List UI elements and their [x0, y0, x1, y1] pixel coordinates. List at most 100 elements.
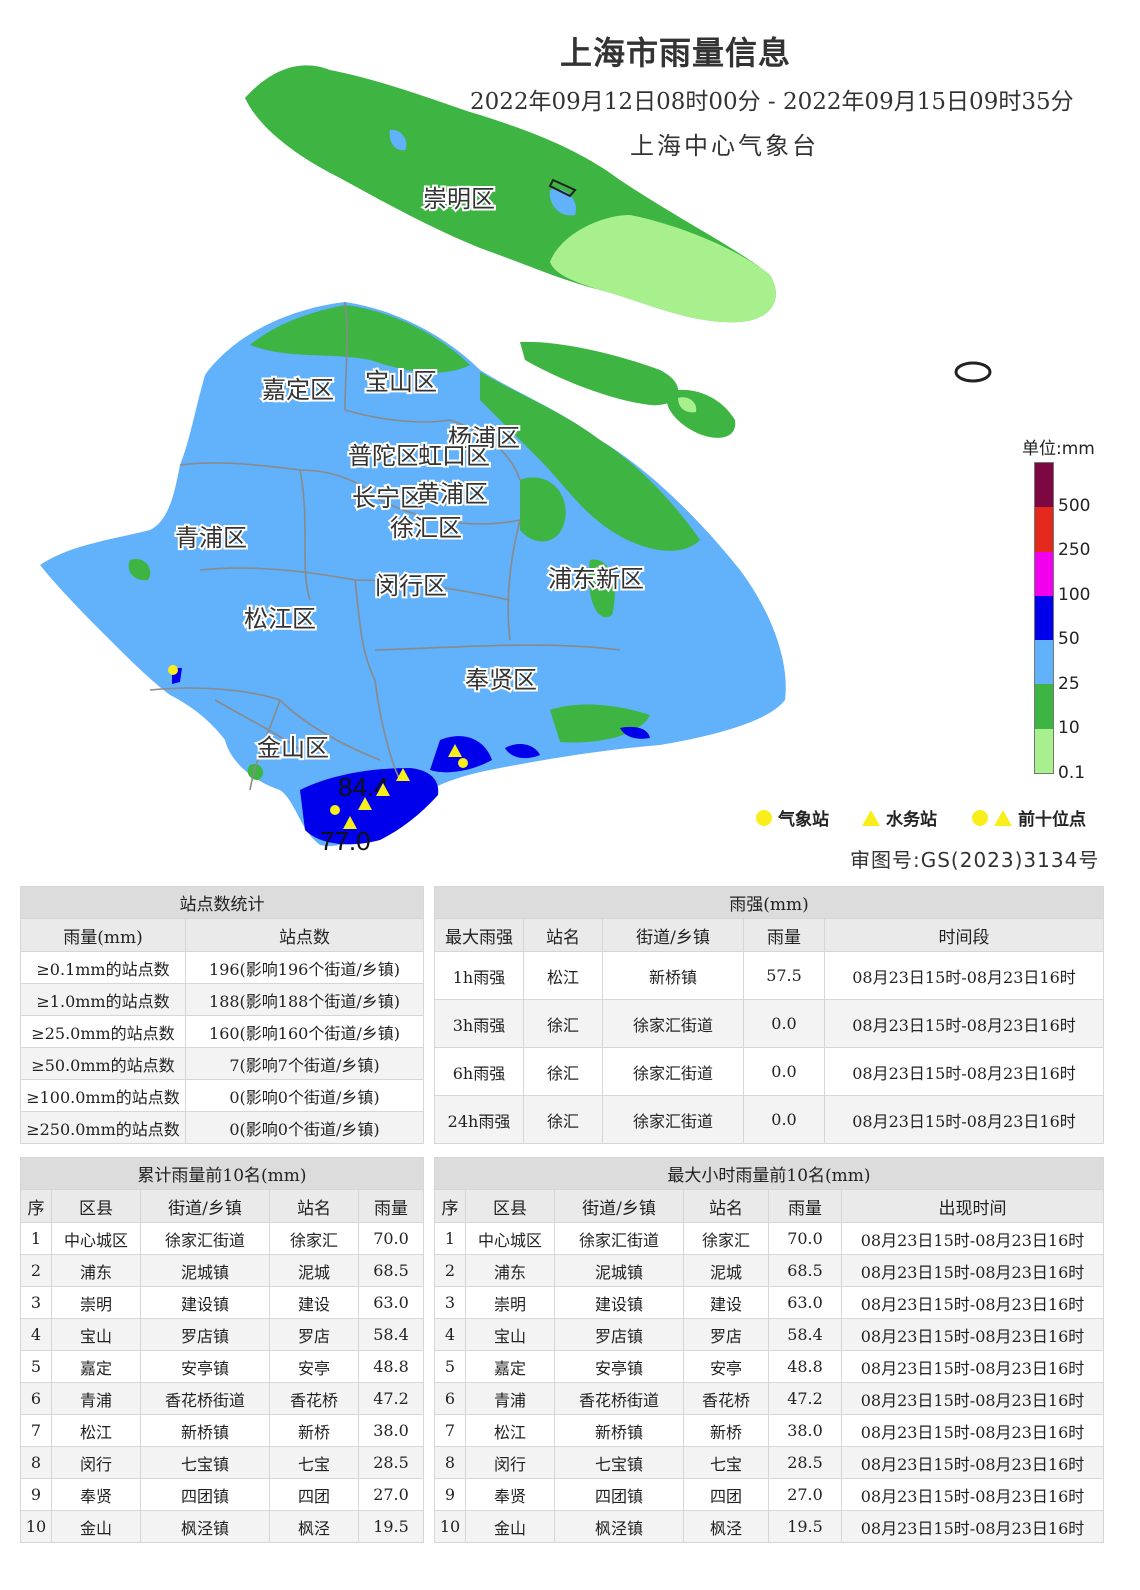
station-markers — [168, 665, 468, 829]
district-label: 松江区 — [244, 605, 316, 633]
table-cell: 28.5 — [358, 1446, 424, 1479]
table-row: 3h雨强 徐汇 徐家汇街道 0.0 08月23日15时-08月23日16时 — [434, 999, 1104, 1048]
table-cell: 3h雨强 — [434, 999, 524, 1048]
column-header: 站点数 — [185, 918, 424, 952]
table-row: ≥0.1mm的站点数 196(影响196个街道/乡镇) — [20, 951, 424, 984]
table-row: 24h雨强 徐汇 徐家汇街道 0.0 08月23日15时-08月23日16时 — [434, 1095, 1104, 1144]
map-value-label: 77.0 — [320, 826, 371, 856]
table-row: ≥100.0mm的站点数 0(影响0个街道/乡镇) — [20, 1079, 424, 1112]
time-range: 2022年09月12日08时00分 - 2022年09月15日09时35分 — [470, 89, 1074, 115]
circle-marker-icon — [756, 809, 772, 826]
map-review-number: 审图号:GS(2023)3134号 — [850, 848, 1100, 872]
table-cell: 崇明 — [51, 1286, 141, 1319]
table-cell: 香花桥街道 — [140, 1382, 270, 1415]
table-cell: 48.8 — [768, 1350, 842, 1383]
table-cell: 3 — [20, 1286, 52, 1319]
table-cell: 47.2 — [358, 1382, 424, 1415]
top-ten-key: 前十位点 — [972, 805, 1086, 830]
column-header: 最大雨强 — [434, 918, 524, 952]
table-cell: 中心城区 — [51, 1222, 141, 1255]
table-cell: 5 — [434, 1350, 466, 1383]
table-cell: 七宝镇 — [554, 1446, 684, 1479]
legend-swatch — [1035, 463, 1053, 508]
table-cell: 四团镇 — [140, 1478, 270, 1511]
table-cell: 徐家汇街道 — [554, 1222, 684, 1255]
table-cell: 2 — [434, 1254, 466, 1287]
table-cell: 安亭 — [269, 1350, 359, 1383]
table-row: 4 宝山 罗店镇 罗店 58.4 08月23日15时-08月23日16时 — [434, 1318, 1104, 1351]
district-label: 徐汇区 — [390, 514, 462, 542]
table-row: 1 中心城区 徐家汇街道 徐家汇 70.0 08月23日15时-08月23日16时 — [434, 1222, 1104, 1255]
district-label: 杨浦区 — [448, 424, 520, 452]
table-cell: 香花桥街道 — [554, 1382, 684, 1415]
district-label: 宝山区 — [365, 368, 437, 396]
table-cell: 徐家汇街道 — [602, 1047, 744, 1096]
table-cell: 6h雨强 — [434, 1047, 524, 1096]
circle-marker-icon — [972, 809, 988, 826]
legend-label: 250 — [1058, 540, 1091, 560]
water-station-key: 水务站 — [862, 805, 937, 830]
column-header: 出现时间 — [841, 1189, 1104, 1223]
legend-swatch — [1035, 507, 1053, 552]
district-label: 奉贤区 — [465, 666, 537, 694]
table-cell: 0.0 — [743, 999, 825, 1048]
table-cell: 泥城镇 — [554, 1254, 684, 1287]
table-cell: 宝山 — [465, 1318, 555, 1351]
table-cell: 6 — [434, 1382, 466, 1415]
table-cell: 枫泾 — [269, 1510, 359, 1543]
table-cell: 9 — [20, 1478, 52, 1511]
cumulative-top10-table: 累计雨量前10名(mm) 序 区县 街道/乡镇 站名 雨量 1 中心城区 徐家汇街道… — [20, 1157, 424, 1543]
table-row: 2 浦东 泥城镇 泥城 68.5 — [20, 1254, 424, 1287]
district-label: 普陀区 — [348, 442, 420, 470]
table-row: 5 嘉定 安亭镇 安亭 48.8 08月23日15时-08月23日16时 — [434, 1350, 1104, 1383]
table-cell: 罗店 — [269, 1318, 359, 1351]
legend-swatch — [1035, 551, 1053, 596]
table-cell: 196(影响196个街道/乡镇) — [185, 951, 424, 984]
table-cell: 5 — [20, 1350, 52, 1383]
page-title: 上海市雨量信息 — [560, 34, 792, 72]
district-label: 金山区 — [257, 734, 329, 762]
table-row: 4 宝山 罗店镇 罗店 58.4 — [20, 1318, 424, 1351]
table-row: 7 松江 新桥镇 新桥 38.0 — [20, 1414, 424, 1447]
table-cell: 08月23日15时-08月23日16时 — [841, 1382, 1104, 1415]
column-header: 序 — [434, 1189, 466, 1223]
table-cell: 0.0 — [743, 1047, 825, 1096]
rain-intensity-table: 雨强(mm) 最大雨强 站名 街道/乡镇 雨量 时间段 1h雨强 松江 新桥镇 57.… — [434, 886, 1104, 1144]
column-header: 区县 — [51, 1189, 141, 1223]
table-cell: 63.0 — [358, 1286, 424, 1319]
table-cell: 47.2 — [768, 1382, 842, 1415]
table-row: ≥50.0mm的站点数 7(影响7个街道/乡镇) — [20, 1047, 424, 1080]
table-cell: 3 — [434, 1286, 466, 1319]
issuing-organization: 上海中心气象台 — [630, 132, 819, 160]
legend-label: 10 — [1058, 718, 1080, 738]
column-header: 时间段 — [824, 918, 1104, 952]
table-row: 9 奉贤 四团镇 四团 27.0 08月23日15时-08月23日16时 — [434, 1478, 1104, 1511]
table-cell: 四团 — [269, 1478, 359, 1511]
table-cell: 徐汇 — [523, 1095, 603, 1144]
table-cell: 闵行 — [51, 1446, 141, 1479]
table-row: ≥250.0mm的站点数 0(影响0个街道/乡镇) — [20, 1111, 424, 1144]
table-cell: 奉贤 — [465, 1478, 555, 1511]
color-legend — [1034, 462, 1054, 774]
column-header: 站名 — [523, 918, 603, 952]
table-cell: 1 — [20, 1222, 52, 1255]
table-cell: 08月23日15时-08月23日16时 — [841, 1254, 1104, 1287]
table-cell: 徐家汇 — [683, 1222, 769, 1255]
table-cell: 闵行 — [465, 1446, 555, 1479]
table-cell: 香花桥 — [269, 1382, 359, 1415]
table-cell: ≥100.0mm的站点数 — [20, 1079, 186, 1112]
table-cell: 08月23日15时-08月23日16时 — [824, 1047, 1104, 1096]
column-header: 雨量 — [743, 918, 825, 952]
table-cell: 安亭镇 — [554, 1350, 684, 1383]
legend-swatch — [1035, 640, 1053, 685]
column-header: 街道/乡镇 — [554, 1189, 684, 1223]
table-cell: 7(影响7个街道/乡镇) — [185, 1047, 424, 1080]
table-cell: 泥城 — [683, 1254, 769, 1287]
table-row: 6h雨强 徐汇 徐家汇街道 0.0 08月23日15时-08月23日16时 — [434, 1047, 1104, 1096]
table-cell: 泥城 — [269, 1254, 359, 1287]
table-cell: 宝山 — [51, 1318, 141, 1351]
table-cell: 4 — [20, 1318, 52, 1351]
table-cell: 建设镇 — [140, 1286, 270, 1319]
legend-swatch — [1035, 684, 1053, 729]
